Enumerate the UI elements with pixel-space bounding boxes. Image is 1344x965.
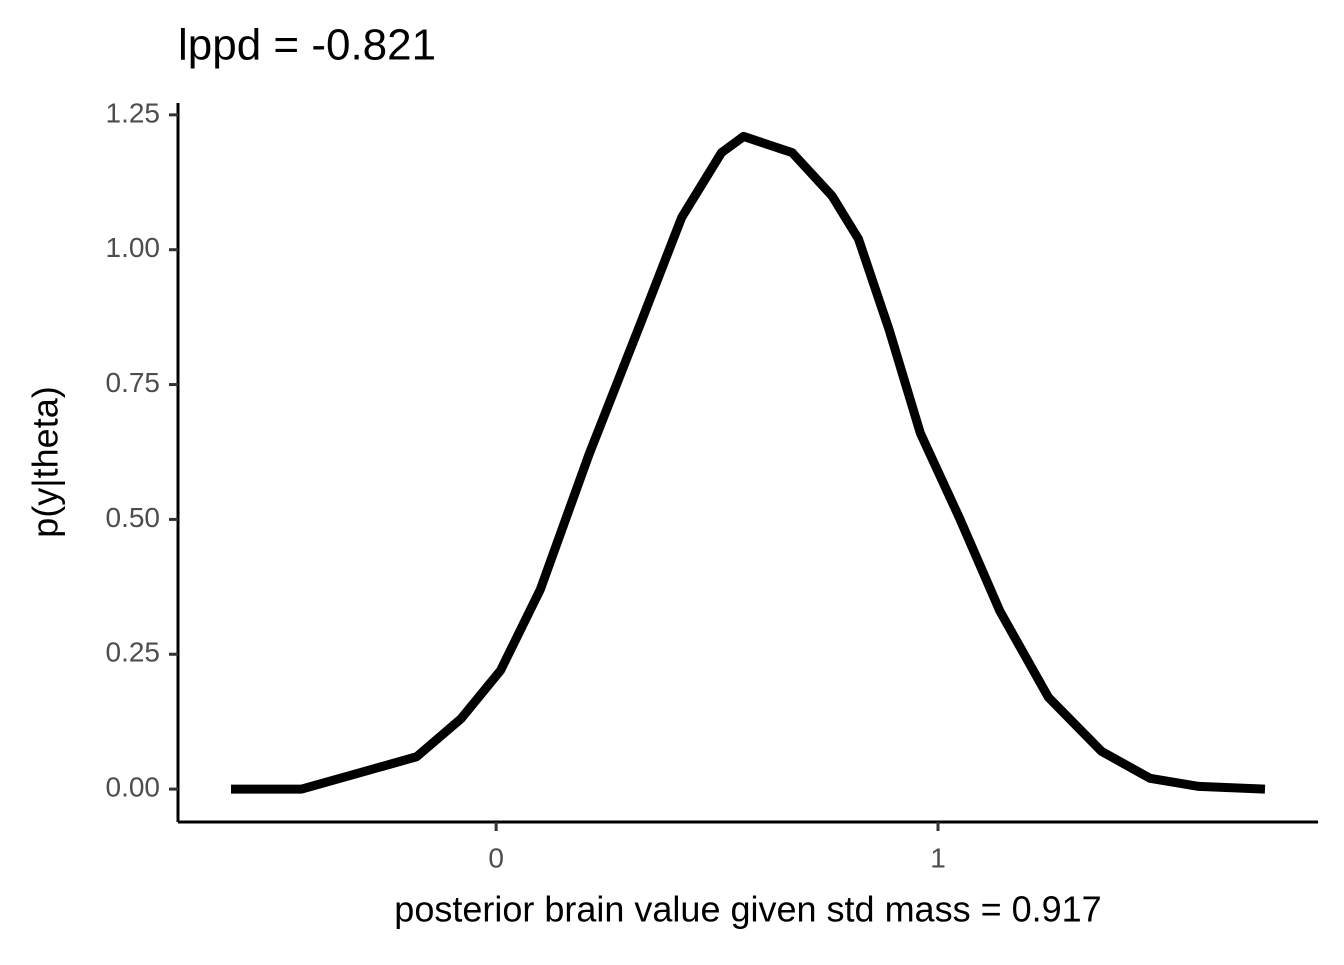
density-line bbox=[231, 131, 1266, 794]
y-tick-label: 1.25 bbox=[106, 97, 161, 128]
x-tick-label: 0 bbox=[488, 842, 504, 873]
y-tick-label: 0.50 bbox=[106, 502, 161, 533]
y-tick-label: 0.25 bbox=[106, 637, 161, 668]
x-tick-label: 1 bbox=[930, 842, 946, 873]
y-tick-label: 0.00 bbox=[106, 771, 161, 802]
x-axis-label: posterior brain value given std mass = 0… bbox=[394, 889, 1101, 930]
y-tick-label: 0.75 bbox=[106, 367, 161, 398]
y-tick-label: 1.00 bbox=[106, 232, 161, 263]
y-axis-label: p(y|theta) bbox=[25, 386, 66, 537]
chart-title: lppd = -0.821 bbox=[178, 21, 436, 70]
